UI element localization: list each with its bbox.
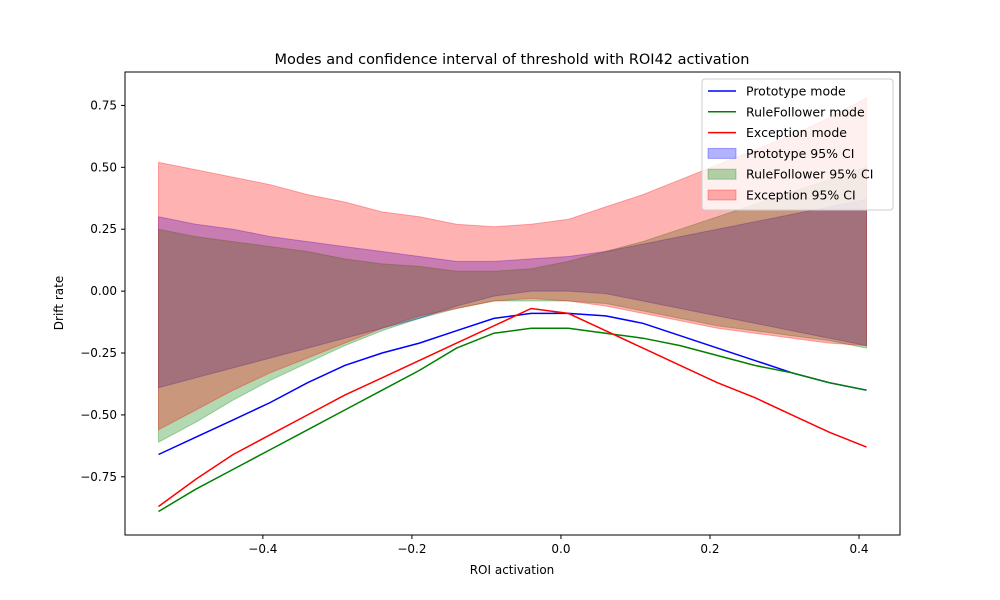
x-tick-label: 0.2 [700, 542, 719, 556]
y-tick-label: 0.50 [90, 160, 117, 174]
prototype-95-ci-legend-swatch [708, 148, 736, 158]
x-tick-label: 0.0 [551, 542, 570, 556]
x-tick-label: −0.2 [397, 542, 426, 556]
y-tick-label: −0.50 [80, 408, 117, 422]
y-tick-label: 0.75 [90, 98, 117, 112]
exception-95-ci-legend-swatch [708, 190, 736, 200]
exception-mode-legend-label: Exception mode [746, 125, 847, 140]
legend: Prototype mode RuleFollower mode Exception… [702, 79, 893, 210]
prototype-mode-legend-label: Prototype mode [746, 84, 846, 99]
y-tick-label: 0.25 [90, 222, 117, 236]
y-tick-label: −0.75 [80, 470, 117, 484]
x-tick-label: −0.4 [248, 542, 277, 556]
y-axis-label: Drift rate [52, 276, 66, 330]
x-tick-label: 0.4 [849, 542, 868, 556]
rulefollower-95-ci-legend-label: RuleFollower 95% CI [746, 167, 873, 182]
rulefollower-95-ci-legend-swatch [708, 169, 736, 179]
prototype-95-ci-legend-label: Prototype 95% CI [746, 146, 854, 161]
chart-title: Modes and confidence interval of thresho… [275, 52, 750, 68]
exception-95-ci-legend-label: Exception 95% CI [746, 188, 856, 203]
y-tick-label: −0.25 [80, 346, 117, 360]
y-tick-label: 0.00 [90, 284, 117, 298]
x-axis-label: ROI activation [470, 563, 555, 577]
rulefollower-mode-legend-label: RuleFollower mode [746, 104, 865, 119]
